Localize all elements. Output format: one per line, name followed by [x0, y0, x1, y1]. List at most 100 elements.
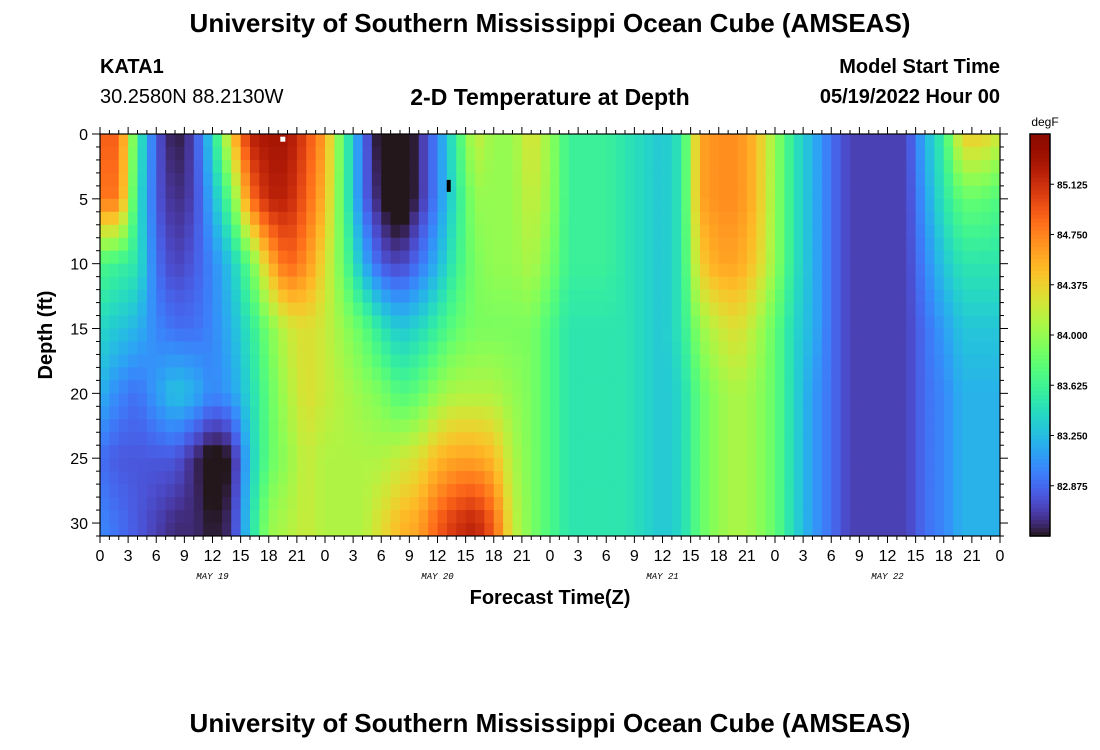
heatmap-cell — [540, 289, 551, 304]
heatmap-cell — [287, 224, 298, 239]
heatmap-cell — [559, 134, 570, 148]
heatmap-cell — [962, 471, 973, 485]
heatmap-cell — [212, 172, 223, 187]
heatmap-cell — [109, 510, 120, 524]
heatmap-cell — [756, 134, 767, 148]
heatmap-cell — [334, 211, 345, 226]
heatmap-cell — [531, 354, 542, 369]
y-tick-label: 5 — [79, 192, 88, 209]
heatmap-cell — [193, 510, 204, 524]
heatmap-cell — [390, 406, 401, 420]
heatmap-cell — [334, 328, 345, 343]
heatmap-cell — [971, 393, 982, 407]
heatmap-cell — [128, 458, 139, 472]
heatmap-cell — [390, 484, 401, 498]
heatmap-cell — [634, 341, 645, 356]
heatmap-cell — [146, 172, 157, 187]
heatmap-cell — [981, 172, 992, 187]
heatmap-cell — [821, 134, 832, 148]
colorbar-segment — [1030, 190, 1050, 195]
heatmap-cell — [521, 341, 532, 356]
heatmap-cell — [221, 510, 232, 524]
heatmap-cell — [915, 159, 926, 174]
heatmap-cell — [128, 367, 139, 381]
heatmap-cell — [831, 172, 842, 187]
heatmap-cell — [896, 159, 907, 174]
heatmap-cell — [943, 185, 954, 200]
heatmap-cell — [137, 302, 148, 317]
y-axis-label: Depth (ft) — [35, 291, 57, 380]
heatmap-cell — [756, 315, 767, 330]
heatmap-cell — [793, 276, 804, 291]
heatmap-cell — [671, 146, 682, 161]
heatmap-cell — [868, 328, 879, 343]
heatmap-cell — [371, 250, 382, 265]
heatmap-cell — [756, 458, 767, 472]
heatmap-cell — [812, 432, 823, 446]
heatmap-cell — [728, 211, 739, 226]
heatmap-cell — [371, 159, 382, 174]
heatmap-cell — [550, 302, 560, 317]
heatmap-cell — [250, 458, 260, 472]
heatmap-cell — [184, 393, 195, 407]
heatmap-cell — [662, 432, 673, 446]
heatmap-cell — [671, 510, 682, 524]
heatmap-cell — [137, 146, 148, 161]
heatmap-cell — [165, 146, 176, 161]
colorbar-segment — [1030, 194, 1050, 199]
heatmap-cell — [540, 445, 551, 459]
heatmap-cell — [821, 250, 832, 265]
heatmap-cell — [343, 354, 354, 369]
heatmap-cell — [325, 510, 335, 524]
heatmap-cell — [362, 419, 373, 433]
heatmap-cell — [915, 458, 926, 472]
heatmap-cell — [109, 419, 120, 433]
heatmap-cell — [606, 328, 617, 343]
heatmap-cell — [906, 276, 917, 291]
heatmap-cell — [634, 211, 645, 226]
heatmap-cell — [906, 146, 917, 161]
heatmap-cell — [634, 250, 645, 265]
heatmap-cell — [156, 497, 167, 511]
heatmap-cell — [212, 523, 223, 536]
heatmap-cell — [915, 263, 926, 278]
heatmap-cell — [193, 315, 204, 330]
heatmap-cell — [596, 302, 607, 317]
colorbar-segment — [1030, 198, 1050, 203]
heatmap-cell — [587, 497, 598, 511]
x-tick-label: 15 — [682, 548, 700, 565]
heatmap-cell — [962, 497, 973, 511]
heatmap-cell — [296, 159, 307, 174]
heatmap-cell — [315, 367, 326, 381]
heatmap-cell — [353, 406, 364, 420]
heatmap-cell — [643, 276, 654, 291]
heatmap-cell — [718, 341, 729, 356]
heatmap-cell — [475, 458, 485, 472]
heatmap-cell — [971, 471, 982, 485]
day-label: MAY 19 — [196, 572, 229, 582]
heatmap-cell — [868, 237, 879, 252]
heatmap-cell — [934, 471, 945, 485]
heatmap-cell — [437, 354, 448, 369]
colorbar-segment — [1030, 427, 1050, 433]
heatmap-cell — [671, 484, 682, 498]
heatmap-cell — [962, 263, 973, 278]
heatmap-cell — [400, 445, 410, 459]
heatmap-cell — [118, 510, 129, 524]
heatmap-cell — [550, 484, 560, 498]
heatmap-cell — [671, 250, 682, 265]
heatmap-cell — [540, 224, 551, 239]
heatmap-cell — [971, 341, 982, 356]
heatmap-cell — [109, 159, 120, 174]
heatmap-cell — [709, 367, 720, 381]
heatmap-cell — [643, 367, 654, 381]
heatmap-cell — [925, 159, 935, 174]
heatmap-cell — [803, 380, 814, 394]
heatmap-cell — [475, 354, 485, 369]
heatmap-cell — [971, 510, 982, 524]
x-tick-label: 3 — [799, 548, 808, 565]
heatmap-cell — [550, 172, 560, 187]
heatmap-cell — [503, 185, 514, 200]
colorbar-tick-label: 84.000 — [1057, 331, 1088, 342]
heatmap-cell — [437, 367, 448, 381]
